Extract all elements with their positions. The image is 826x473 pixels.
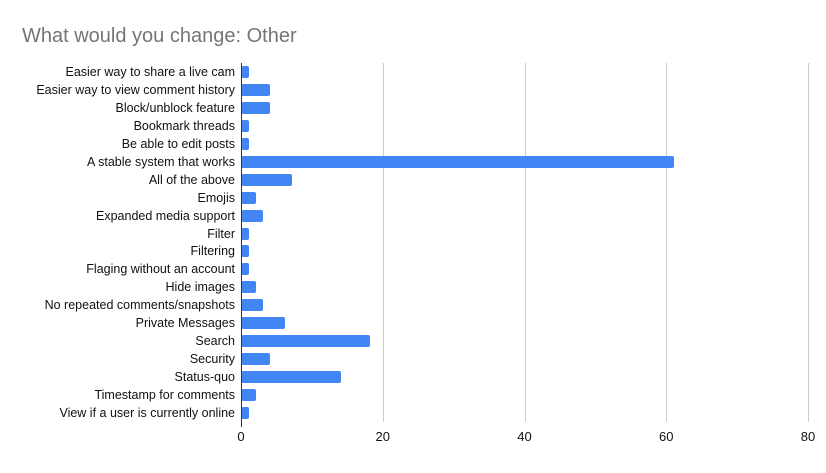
bar-row: Hide images	[0, 278, 826, 296]
category-label: Hide images	[165, 280, 235, 295]
x-tick-label: 40	[517, 429, 532, 444]
bar-row: Search	[0, 332, 826, 350]
x-tick-label: 20	[375, 429, 390, 444]
category-label: Emojis	[197, 190, 235, 205]
x-tick-label: 80	[800, 429, 816, 444]
chart-title: What would you change: Other	[22, 25, 297, 47]
bar	[242, 299, 264, 312]
category-label: Easier way to view comment history	[36, 82, 235, 97]
bar-row: Status-quo	[0, 368, 826, 386]
bar	[242, 353, 271, 366]
gridline-x-80	[808, 63, 809, 422]
bar-row: All of the above	[0, 171, 826, 189]
bar	[242, 317, 285, 330]
bar	[242, 281, 257, 294]
bar-row: Security	[0, 350, 826, 368]
category-label: Security	[189, 352, 235, 367]
bar	[242, 407, 250, 420]
bar-row: Filter	[0, 225, 826, 243]
bar	[242, 389, 257, 402]
category-label: View if a user is currently online	[59, 406, 235, 421]
bar	[242, 101, 271, 114]
bar	[242, 209, 264, 222]
bar-row: Filtering	[0, 243, 826, 261]
bar	[242, 65, 250, 78]
bar	[242, 245, 250, 258]
category-label: Block/unblock feature	[115, 100, 235, 115]
bar	[242, 119, 250, 132]
bar	[242, 263, 250, 276]
category-label: Easier way to share a live cam	[65, 64, 235, 79]
bar-row: Easier way to view comment history	[0, 81, 826, 99]
category-label: Search	[195, 334, 235, 349]
bar-row: Flaging without an account	[0, 260, 826, 278]
bar	[242, 227, 250, 240]
bar-row: Timestamp for comments	[0, 386, 826, 404]
category-label: Be able to edit posts	[121, 136, 235, 151]
x-tick-label: 60	[659, 429, 674, 444]
bar-row: Be able to edit posts	[0, 135, 826, 153]
bar	[242, 155, 675, 168]
gridline-x-40	[524, 63, 526, 422]
bar-row: No repeated comments/snapshots	[0, 296, 826, 314]
bar	[242, 137, 250, 150]
bar-row: Easier way to share a live cam	[0, 63, 826, 81]
bar	[242, 371, 342, 384]
category-label: Bookmark threads	[133, 118, 235, 133]
bar-row: Emojis	[0, 189, 826, 207]
bar-row: View if a user is currently online	[0, 404, 826, 422]
category-label: Flaging without an account	[86, 262, 235, 277]
category-label: Timestamp for comments	[94, 388, 235, 403]
category-label: Status-quo	[174, 370, 235, 385]
gridline-x-20	[382, 63, 384, 422]
gridline-x-60	[666, 63, 668, 422]
bar-row: Expanded media support	[0, 207, 826, 225]
bar	[242, 191, 257, 204]
bar	[242, 173, 292, 186]
category-label: Private Messages	[135, 316, 235, 331]
bar	[242, 83, 271, 96]
bar-row: A stable system that works	[0, 153, 826, 171]
bar	[242, 335, 370, 348]
category-label: Filtering	[190, 244, 235, 259]
bar-row: Block/unblock feature	[0, 99, 826, 117]
category-label: A stable system that works	[87, 154, 235, 169]
bar-row: Private Messages	[0, 314, 826, 332]
category-label: All of the above	[148, 172, 235, 187]
x-tick-label: 0	[237, 429, 245, 444]
bar-row: Bookmark threads	[0, 117, 826, 135]
category-label: Filter	[207, 226, 235, 241]
category-label: No repeated comments/snapshots	[44, 298, 235, 313]
y-axis-line	[241, 63, 242, 427]
category-label: Expanded media support	[96, 208, 235, 223]
